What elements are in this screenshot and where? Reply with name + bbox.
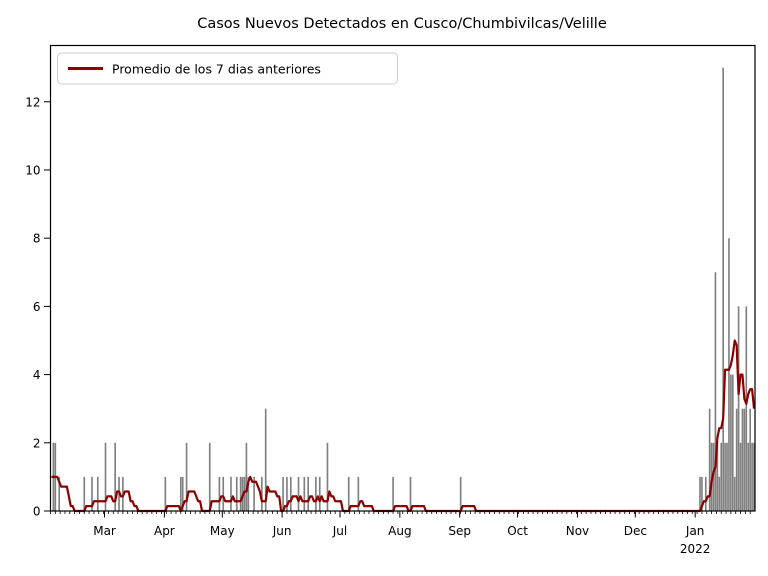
daily-cases-bar	[253, 476, 255, 511]
plot-frame	[49, 44, 756, 512]
daily-cases-bar	[751, 442, 753, 511]
daily-cases-bar	[303, 476, 306, 511]
daily-cases-bar	[104, 442, 107, 511]
daily-cases-bar	[318, 476, 321, 511]
daily-cases-bar	[58, 476, 61, 511]
daily-cases-bar	[392, 476, 394, 511]
daily-cases-bar	[724, 442, 726, 511]
daily-cases-bar	[699, 476, 701, 511]
legend-box	[57, 52, 398, 85]
daily-cases-bar	[731, 374, 734, 511]
daily-cases-bar	[741, 408, 744, 511]
daily-cases-bar	[83, 476, 86, 511]
x-tick-label: Nov	[566, 524, 589, 538]
legend-label: Promedio de los 7 dias anteriores	[112, 62, 321, 77]
daily-cases-bar	[716, 442, 719, 511]
x-tick-label: May	[210, 524, 235, 538]
x-axis-year-label: 2022	[680, 542, 711, 556]
daily-cases-bar	[743, 408, 746, 511]
daily-cases-bar	[289, 476, 292, 511]
chart-title: Casos Nuevos Detectados en Cusco/Chumbiv…	[197, 16, 607, 32]
daily-cases-bar	[735, 408, 738, 511]
daily-cases-bar	[264, 408, 267, 511]
daily-cases-bar	[739, 442, 742, 511]
daily-cases-bar	[701, 476, 703, 511]
y-tick-label: 6	[33, 300, 41, 314]
daily-cases-bar	[714, 272, 717, 511]
daily-cases-bar	[726, 442, 728, 511]
daily-cases-bar	[164, 476, 167, 511]
y-tick-label: 4	[33, 368, 41, 382]
x-tick-label: Aug	[388, 524, 411, 538]
daily-cases-bar	[745, 306, 748, 511]
y-tick-label: 12	[25, 95, 40, 109]
daily-cases-bar	[315, 476, 317, 511]
daily-cases-bar	[179, 476, 182, 511]
daily-cases-bar	[704, 476, 707, 511]
daily-cases-bar	[730, 374, 732, 511]
daily-cases-bar	[737, 306, 740, 511]
daily-cases-bar	[753, 442, 755, 511]
daily-cases-bar	[230, 476, 232, 511]
x-tick-label: Oct	[507, 524, 528, 538]
x-tick-label: Mar	[93, 524, 116, 538]
legend: Promedio de los 7 dias anteriores	[57, 52, 398, 85]
daily-cases-bar	[297, 476, 300, 511]
daily-cases-bar	[733, 476, 736, 511]
daily-cases-bar	[409, 476, 412, 511]
daily-cases-bar	[459, 476, 462, 511]
daily-cases-bar	[286, 476, 288, 511]
daily-cases-bar	[747, 442, 750, 511]
daily-cases-bar	[708, 408, 711, 511]
daily-cases-bar	[208, 442, 211, 511]
daily-cases-bar	[357, 476, 360, 511]
y-tick-label: 8	[33, 232, 41, 246]
x-tick-label: Jan	[685, 524, 705, 538]
daily-cases-bar	[307, 476, 309, 511]
daily-cases-bar	[239, 476, 242, 511]
daily-cases-bar	[749, 408, 751, 511]
daily-cases-bar	[91, 476, 93, 511]
daily-cases-bar	[181, 476, 184, 511]
daily-cases-bar	[347, 476, 350, 511]
daily-cases-bar	[235, 476, 238, 511]
plot-area	[50, 45, 755, 511]
daily-cases-bar	[185, 442, 188, 511]
y-tick-label: 10	[25, 163, 40, 177]
x-tick-label: Apr	[154, 524, 175, 538]
daily-cases-bar	[218, 476, 221, 511]
bars-layer	[52, 67, 755, 512]
daily-cases-bar	[222, 476, 225, 511]
daily-cases-bar	[728, 238, 730, 511]
daily-cases-bar	[96, 476, 99, 511]
daily-cases-bar	[282, 476, 284, 511]
daily-cases-bar	[326, 442, 329, 511]
daily-cases-bar	[247, 476, 250, 511]
daily-cases-bar	[722, 67, 724, 512]
daily-cases-bar	[720, 442, 723, 511]
daily-cases-bar	[261, 476, 263, 511]
y-tick-label: 2	[33, 436, 41, 450]
x-tick-label: Jul	[332, 524, 347, 538]
y-tick-label: 0	[33, 505, 41, 519]
x-tick-label: Sep	[448, 524, 471, 538]
daily-cases-bar	[718, 476, 721, 511]
x-tick-label: Jun	[272, 524, 292, 538]
daily-cases-bar	[245, 442, 248, 511]
daily-cases-bar	[114, 442, 116, 511]
x-tick-label: Dec	[624, 524, 647, 538]
